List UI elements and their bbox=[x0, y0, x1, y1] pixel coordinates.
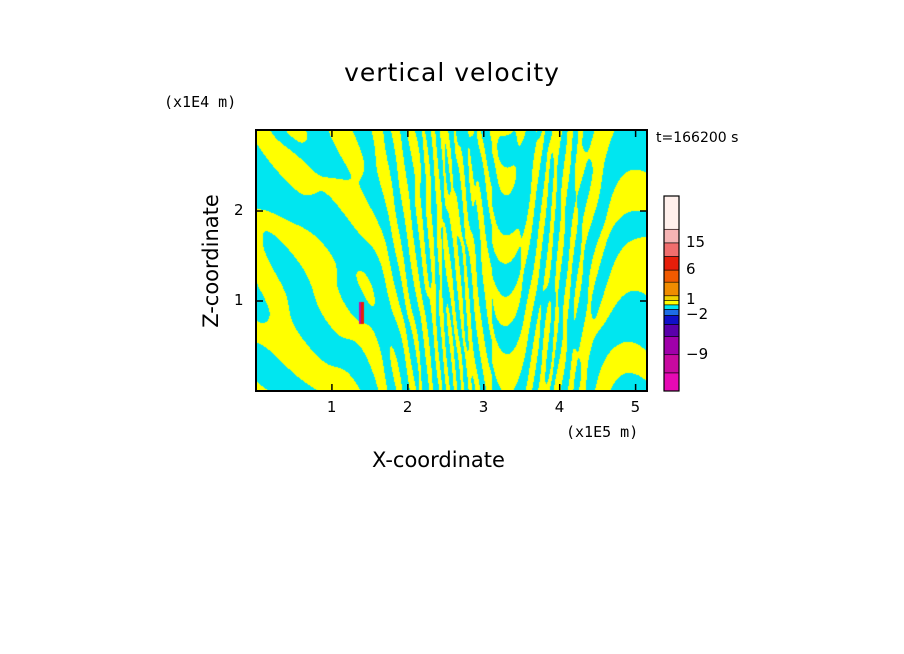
chart-title: vertical velocity bbox=[344, 58, 560, 87]
plot-frame bbox=[255, 129, 648, 392]
colorbar-swatch bbox=[663, 295, 680, 301]
axis-ticks bbox=[256, 130, 647, 391]
y-tick-label: 2 bbox=[234, 201, 244, 219]
colorbar-swatch bbox=[663, 336, 680, 356]
y-axis-unit: (x1E4 m) bbox=[164, 93, 237, 111]
y-tick-label: 1 bbox=[234, 291, 244, 309]
colorbar-swatch bbox=[663, 256, 680, 271]
x-axis-unit: (x1E5 m) bbox=[566, 423, 639, 441]
time-label: t=166200 s bbox=[656, 130, 739, 146]
x-tick-label: 5 bbox=[630, 398, 641, 416]
colorbar-swatch bbox=[663, 304, 680, 310]
colorbar-swatch bbox=[663, 242, 680, 257]
colorbar-swatch bbox=[663, 269, 680, 283]
colorbar-label: −2 bbox=[686, 305, 709, 324]
x-axis-label: X-coordinate bbox=[372, 448, 505, 472]
x-tick-label: 4 bbox=[554, 398, 565, 416]
colorbar bbox=[663, 195, 680, 392]
colorbar-swatch bbox=[663, 324, 680, 337]
colorbar-swatch bbox=[663, 195, 680, 230]
colorbar-swatch bbox=[663, 309, 680, 316]
colorbar-swatch bbox=[663, 354, 680, 374]
x-tick-label: 1 bbox=[326, 398, 337, 416]
colorbar-swatch bbox=[663, 372, 680, 392]
colorbar-swatch bbox=[663, 281, 680, 297]
field-image bbox=[256, 130, 647, 391]
colorbar-label: 1 bbox=[686, 290, 696, 309]
velocity-field bbox=[256, 130, 647, 391]
colorbar-label: 15 bbox=[686, 232, 706, 251]
colorbar-label: 6 bbox=[686, 260, 696, 279]
x-tick-label: 3 bbox=[478, 398, 489, 416]
x-tick-label: 2 bbox=[402, 398, 413, 416]
colorbar-swatch bbox=[663, 228, 680, 244]
colorbar-frame bbox=[663, 195, 680, 392]
colorbar-swatch bbox=[663, 300, 680, 306]
colorbar-label: −9 bbox=[686, 344, 709, 363]
colorbar-swatch bbox=[663, 315, 680, 325]
